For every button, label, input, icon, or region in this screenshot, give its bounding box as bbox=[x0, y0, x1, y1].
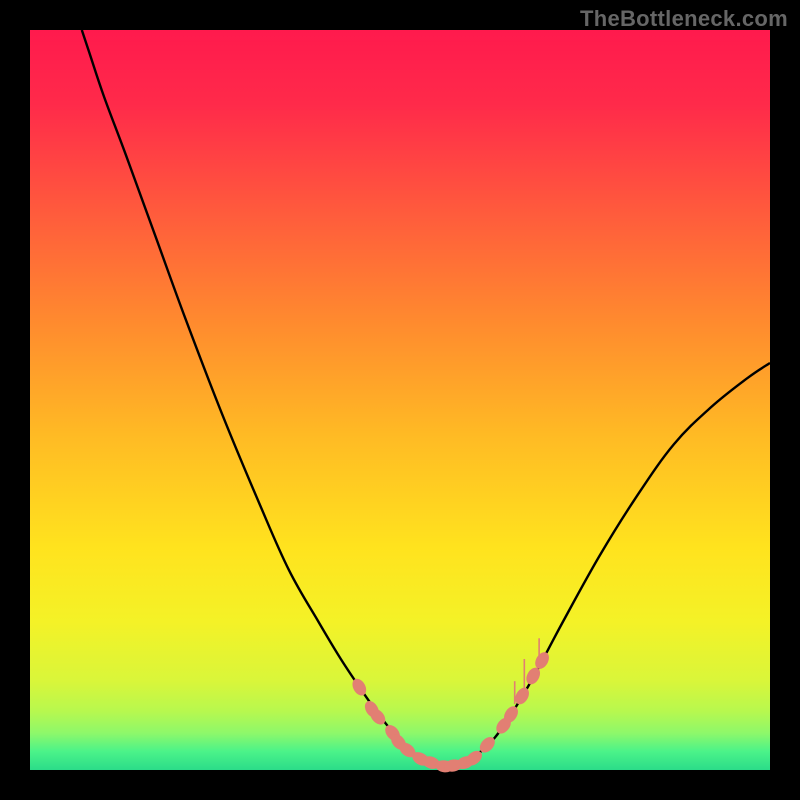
plot-background bbox=[30, 30, 770, 770]
attribution-text: TheBottleneck.com bbox=[580, 6, 788, 32]
stage: TheBottleneck.com bbox=[0, 0, 800, 800]
plot-svg bbox=[30, 30, 770, 770]
plot-area bbox=[30, 30, 770, 770]
